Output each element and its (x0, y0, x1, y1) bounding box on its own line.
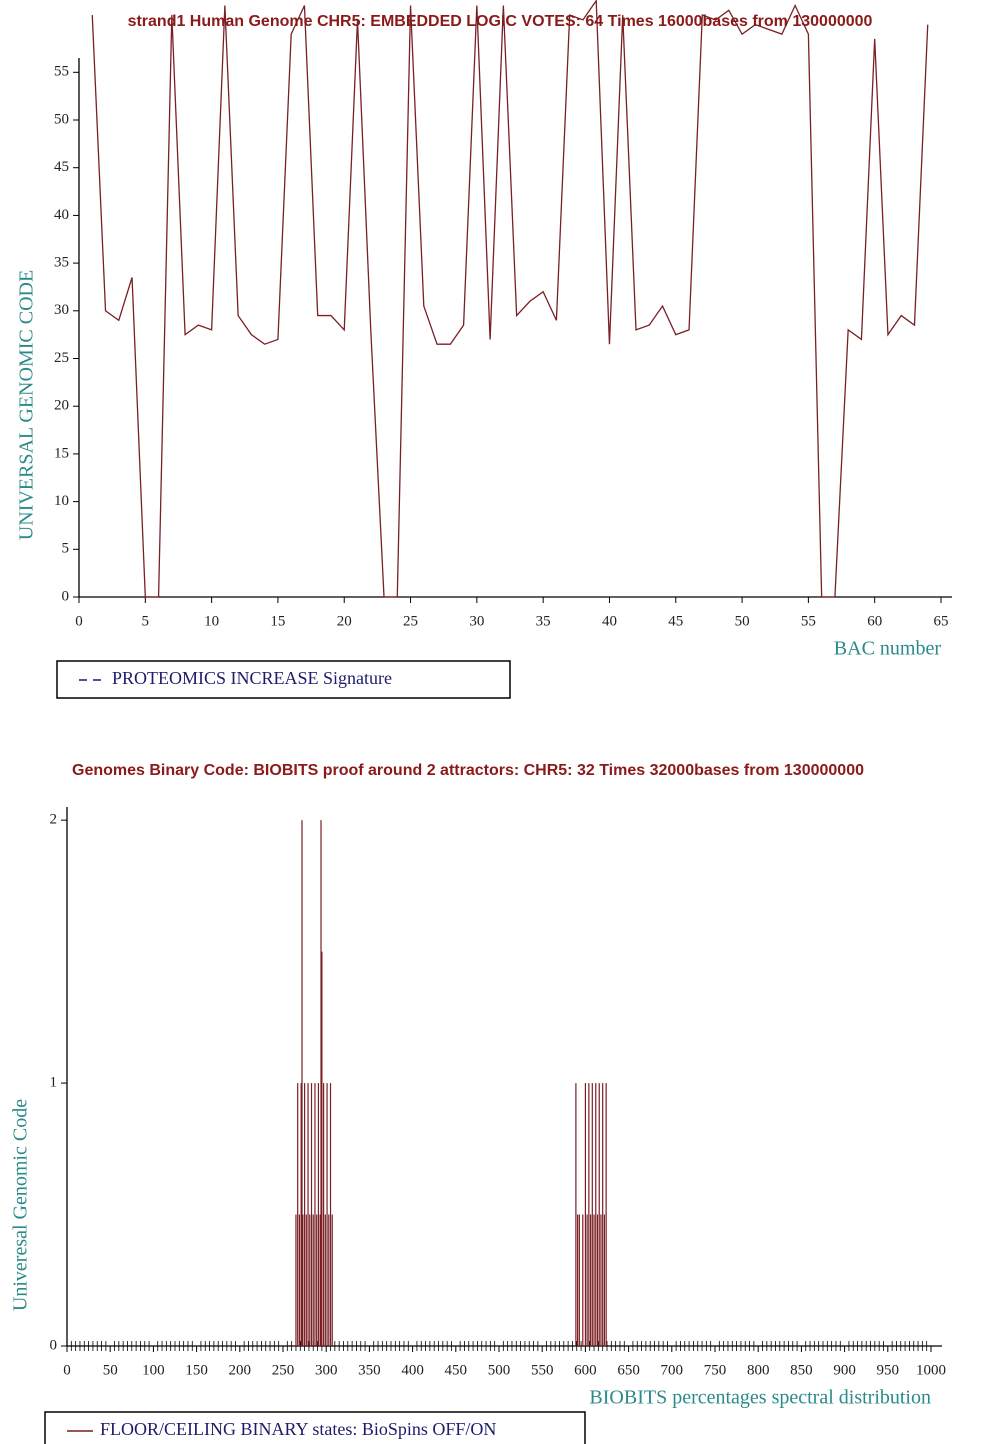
x-tick-label: 950 (877, 1362, 900, 1378)
x-tick-label: 800 (747, 1362, 770, 1378)
x-tick-label: 65 (934, 613, 949, 629)
y-tick-label: 45 (54, 159, 69, 175)
x-tick-label: 550 (531, 1362, 554, 1378)
x-tick-label: 450 (445, 1362, 468, 1378)
x-tick-label: 40 (602, 613, 617, 629)
y-tick-label: 50 (54, 111, 69, 127)
y-tick-label: 35 (54, 255, 69, 271)
x-tick-label: 400 (401, 1362, 424, 1378)
legend-box (56, 660, 511, 699)
legend-label: PROTEOMICS INCREASE Signature (112, 668, 392, 688)
y-tick-label: 20 (54, 398, 69, 414)
y-tick-label: 10 (54, 493, 69, 509)
x-axis-title: BAC number (834, 638, 942, 660)
x-tick-label: 750 (704, 1362, 727, 1378)
x-tick-label: 200 (229, 1362, 252, 1378)
y-tick-label: 5 (62, 541, 70, 557)
x-tick-label: 15 (270, 613, 285, 629)
legend-label: FLOOR/CEILING BINARY states: BioSpins OF… (100, 1419, 496, 1439)
y-tick-label: 15 (54, 445, 69, 461)
chart-title: strand1 Human Genome CHR5: EMBEDDED LOGI… (128, 13, 873, 30)
x-tick-label: 10 (204, 613, 219, 629)
x-tick-label: 300 (315, 1362, 338, 1378)
x-tick-label: 45 (668, 613, 683, 629)
y-tick-label: 55 (54, 64, 69, 80)
x-tick-label: 600 (574, 1362, 597, 1378)
x-tick-label: 50 (735, 613, 750, 629)
x-tick-label: 1000 (916, 1362, 946, 1378)
y-tick-label: 30 (54, 302, 69, 318)
x-tick-label: 700 (661, 1362, 684, 1378)
x-tick-label: 30 (469, 613, 484, 629)
x-tick-label: 850 (790, 1362, 813, 1378)
y-tick-label: 25 (54, 350, 69, 366)
x-tick-label: 350 (358, 1362, 381, 1378)
x-tick-label: 250 (272, 1362, 295, 1378)
x-tick-label: 60 (867, 613, 882, 629)
x-tick-label: 55 (801, 613, 816, 629)
x-tick-label: 0 (63, 1362, 71, 1378)
y-tick-label: 40 (54, 207, 69, 223)
y-tick-label: 1 (50, 1075, 58, 1091)
x-tick-label: 20 (337, 613, 352, 629)
y-tick-label: 0 (62, 588, 70, 604)
y-axis-title: Univeresal Genomic Code (10, 1099, 32, 1311)
y-tick-label: 2 (50, 812, 58, 828)
x-tick-label: 150 (185, 1362, 208, 1378)
x-tick-label: 650 (617, 1362, 640, 1378)
x-tick-label: 25 (403, 613, 418, 629)
x-tick-label: 35 (536, 613, 551, 629)
x-tick-label: 900 (833, 1362, 856, 1378)
x-tick-label: 50 (103, 1362, 118, 1378)
y-tick-label: 0 (50, 1337, 58, 1353)
x-tick-label: 5 (142, 613, 150, 629)
x-tick-label: 0 (75, 613, 83, 629)
x-tick-label: 100 (142, 1362, 165, 1378)
chart-title: Genomes Binary Code: BIOBITS proof aroun… (72, 762, 864, 779)
x-tick-label: 500 (488, 1362, 511, 1378)
y-axis-title: UNIVERSAL GENOMIC CODE (16, 270, 38, 540)
data-line (91, 0, 929, 598)
x-axis-title: BIOBITS percentages spectral distributio… (589, 1387, 931, 1409)
legend-box (44, 1411, 586, 1444)
